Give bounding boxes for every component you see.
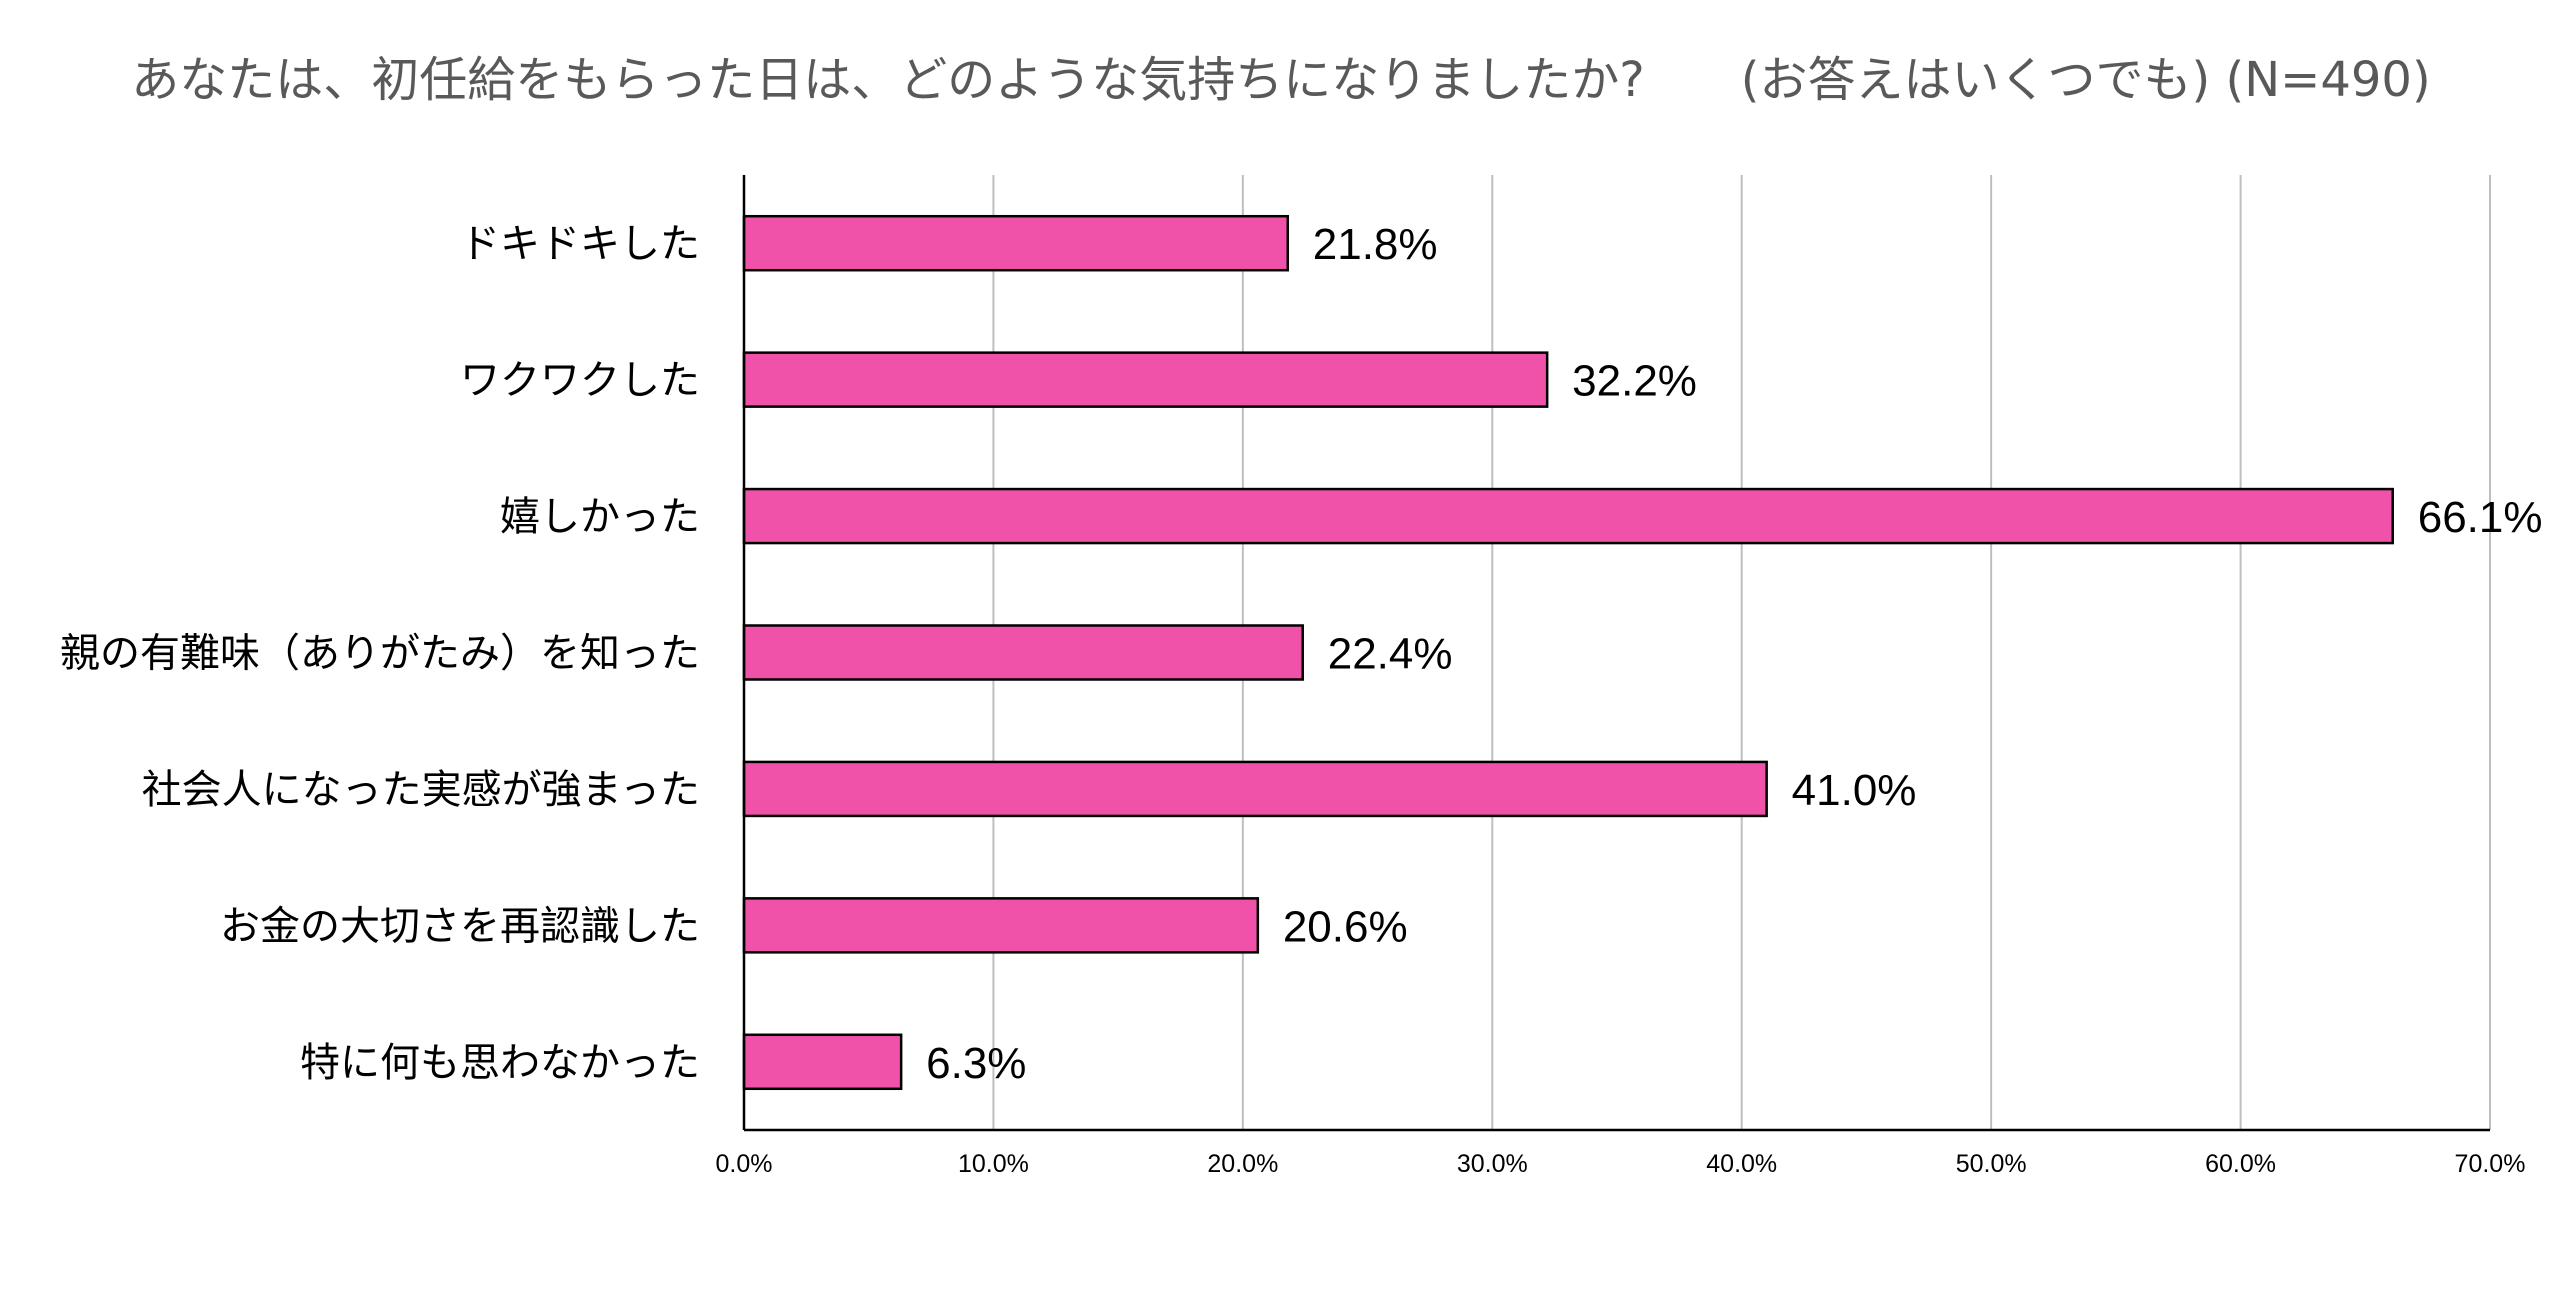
bar (742, 624, 1304, 681)
category-label: お金の大切さを再認識した (220, 903, 700, 949)
category-label: ドキドキした (460, 221, 700, 267)
data-label: 20.6% (1283, 902, 1408, 951)
data-label: 22.4% (1328, 630, 1453, 679)
axes (742, 175, 2490, 1132)
x-tick-label: 50.0% (1956, 1150, 2027, 1178)
value-labels: 21.8% 32.2% 66.1% 22.4% 41.0% 20.6% 6.3% (926, 220, 2542, 1088)
data-label: 32.2% (1572, 357, 1697, 406)
bar (742, 214, 1290, 272)
category-label: ワクワクした (460, 358, 700, 404)
data-label: 6.3% (926, 1039, 1026, 1088)
chart-title: あなたは、初任給をもらった日は、どのような気持ちになりましたか? (お答えはいく… (131, 52, 2430, 108)
bar (742, 1033, 903, 1091)
grid-lines (992, 175, 2491, 1130)
category-label: 特に何も思わなかった (300, 1040, 700, 1086)
x-tick-label: 20.0% (1207, 1150, 1278, 1178)
x-tick-labels: 0.0% 10.0% 20.0% 30.0% 40.0% 50.0% 60.0% 70.0% (716, 1150, 2526, 1178)
x-tick-label: 60.0% (2205, 1150, 2276, 1178)
bar (742, 760, 1768, 818)
category-labels: ドキドキしたワクワクした嬉しかった親の有難味（ありがたみ）を知った社会人になった… (60, 221, 700, 1086)
data-label: 41.0% (1792, 766, 1917, 815)
bar (742, 897, 1260, 954)
data-label: 21.8% (1313, 220, 1438, 269)
bar (742, 487, 2394, 545)
x-tick-label: 70.0% (2455, 1150, 2526, 1178)
x-tick-label: 30.0% (1457, 1150, 1528, 1178)
bar (742, 351, 1549, 408)
category-label: 社会人になった実感が強まった (142, 767, 700, 813)
category-label: 嬉しかった (500, 494, 700, 540)
x-tick-label: 10.0% (958, 1150, 1029, 1178)
x-tick-label: 0.0% (716, 1150, 773, 1178)
bars (742, 214, 2394, 1091)
category-label: 親の有難味（ありがたみ）を知った (60, 631, 700, 677)
x-tick-label: 40.0% (1706, 1150, 1777, 1178)
data-label: 66.1% (2418, 493, 2543, 542)
